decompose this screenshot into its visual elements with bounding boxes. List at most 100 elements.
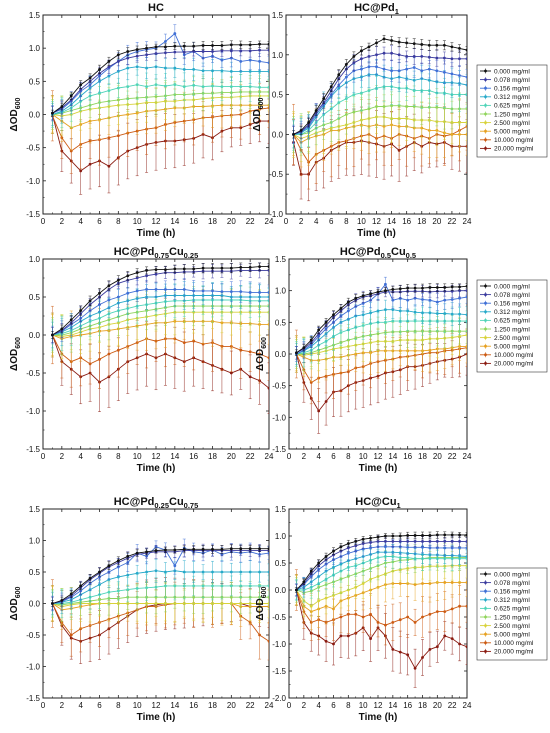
data-point bbox=[182, 341, 186, 344]
legend-label: 0.312 mg/ml bbox=[494, 94, 530, 101]
legend-label: 20.000 mg/ml bbox=[494, 146, 534, 153]
data-point bbox=[211, 50, 214, 53]
data-point bbox=[229, 266, 233, 270]
data-point bbox=[173, 44, 177, 48]
y-axis-label-main: ΔOD bbox=[9, 109, 20, 131]
chart-panel-4: HC@Pd0.5Cu0.50 2 4 6 8 10 12 14 16 18 20 22 24-1.5-1… bbox=[255, 246, 472, 474]
y-axis-label-main: ΔOD bbox=[9, 598, 20, 620]
data-point bbox=[435, 56, 439, 60]
data-point bbox=[201, 69, 205, 73]
x-axis-label: Time (h) bbox=[137, 463, 176, 474]
data-point bbox=[126, 56, 130, 60]
data-point bbox=[239, 265, 243, 269]
data-point bbox=[192, 83, 196, 87]
legend-marker bbox=[484, 319, 487, 322]
y-tick-label: -1.5 bbox=[26, 694, 40, 703]
y-tick-label: -0.5 bbox=[26, 631, 40, 640]
x-tick-label: 16 bbox=[189, 452, 198, 461]
data-point bbox=[443, 312, 447, 315]
data-point bbox=[51, 333, 54, 337]
series-line bbox=[51, 107, 269, 152]
x-tick-label: 18 bbox=[418, 452, 427, 461]
data-point bbox=[428, 286, 432, 289]
data-point bbox=[398, 309, 402, 313]
data-point bbox=[182, 67, 186, 71]
y-tick-label: 1.5 bbox=[29, 11, 41, 20]
data-point bbox=[450, 298, 454, 301]
data-point bbox=[391, 308, 395, 312]
data-point bbox=[116, 589, 120, 593]
data-point bbox=[248, 69, 252, 73]
x-tick-label: 16 bbox=[403, 452, 412, 461]
data-point bbox=[267, 639, 269, 643]
data-point bbox=[397, 69, 401, 73]
series-line bbox=[52, 95, 269, 117]
series-line bbox=[52, 320, 269, 340]
data-point bbox=[239, 49, 243, 53]
data-point bbox=[435, 300, 439, 304]
data-point bbox=[145, 288, 148, 291]
data-point bbox=[382, 51, 386, 55]
legend-marker bbox=[484, 104, 487, 107]
x-tick-label: 18 bbox=[208, 452, 217, 461]
series-line bbox=[52, 104, 269, 129]
data-point bbox=[267, 61, 269, 65]
data-point bbox=[201, 50, 205, 53]
data-point bbox=[465, 107, 467, 111]
x-tick-label: 24 bbox=[265, 452, 274, 461]
data-point bbox=[406, 298, 410, 302]
legend: 0.000 mg/ml 0.078 mg/ml 0.156 mg/ml0.312 m… bbox=[476, 64, 548, 158]
data-point bbox=[60, 105, 64, 108]
data-point bbox=[173, 32, 177, 35]
data-point bbox=[258, 42, 261, 46]
data-point bbox=[465, 333, 467, 337]
y-axis-label-subscript: 600 bbox=[258, 97, 265, 109]
data-point bbox=[465, 289, 467, 293]
data-point bbox=[116, 86, 120, 90]
data-point bbox=[201, 266, 205, 270]
data-point bbox=[309, 338, 313, 342]
x-tick-label: 14 bbox=[387, 217, 396, 226]
data-point bbox=[154, 83, 158, 87]
data-point bbox=[229, 371, 233, 375]
data-point bbox=[145, 586, 148, 590]
data-point bbox=[173, 83, 177, 87]
data-point bbox=[69, 633, 73, 637]
x-tick-label: 10 bbox=[357, 217, 366, 226]
data-point bbox=[192, 267, 196, 271]
data-point bbox=[435, 312, 439, 315]
y-tick-label: 1.0 bbox=[272, 51, 284, 60]
data-point bbox=[384, 282, 387, 286]
data-point bbox=[107, 284, 111, 287]
x-tick-label: 4 bbox=[78, 701, 83, 710]
data-point bbox=[354, 314, 358, 318]
x-tick-label: 22 bbox=[246, 701, 255, 710]
legend-marker bbox=[484, 121, 487, 124]
y-tick-label: 0.5 bbox=[29, 77, 41, 86]
data-point bbox=[375, 41, 378, 45]
y-axis-label-subscript: 600 bbox=[15, 586, 22, 598]
data-point bbox=[107, 89, 111, 93]
data-point bbox=[164, 66, 167, 70]
y-axis-label-main: ΔOD bbox=[9, 349, 20, 371]
legend-marker bbox=[484, 336, 487, 339]
chart-panel-5: HC@Pd0.25Cu0.750 2 4 6 8 10 12 14 16 18 20 22 24-1.5… bbox=[9, 496, 274, 723]
data-point bbox=[107, 590, 111, 594]
chart-title-text: HC@Pd bbox=[114, 496, 155, 508]
data-point bbox=[220, 49, 224, 53]
data-point bbox=[88, 362, 92, 366]
x-axis-label: Time (h) bbox=[359, 463, 398, 474]
series-line bbox=[52, 311, 269, 337]
data-point bbox=[361, 324, 365, 327]
chart-title: HC@Pd0.75Cu0.25 bbox=[114, 246, 199, 260]
x-tick-label: 8 bbox=[116, 452, 121, 461]
data-point bbox=[135, 48, 139, 51]
legend-label: 10.000 mg/ml bbox=[494, 137, 534, 144]
data-point bbox=[164, 51, 167, 55]
data-point bbox=[420, 54, 424, 58]
data-point bbox=[220, 290, 224, 294]
y-tick-label: 0.0 bbox=[29, 600, 41, 609]
chart-title-text: Cu bbox=[169, 246, 184, 258]
data-point bbox=[126, 66, 130, 70]
y-axis-label: ΔOD600 bbox=[255, 337, 268, 371]
